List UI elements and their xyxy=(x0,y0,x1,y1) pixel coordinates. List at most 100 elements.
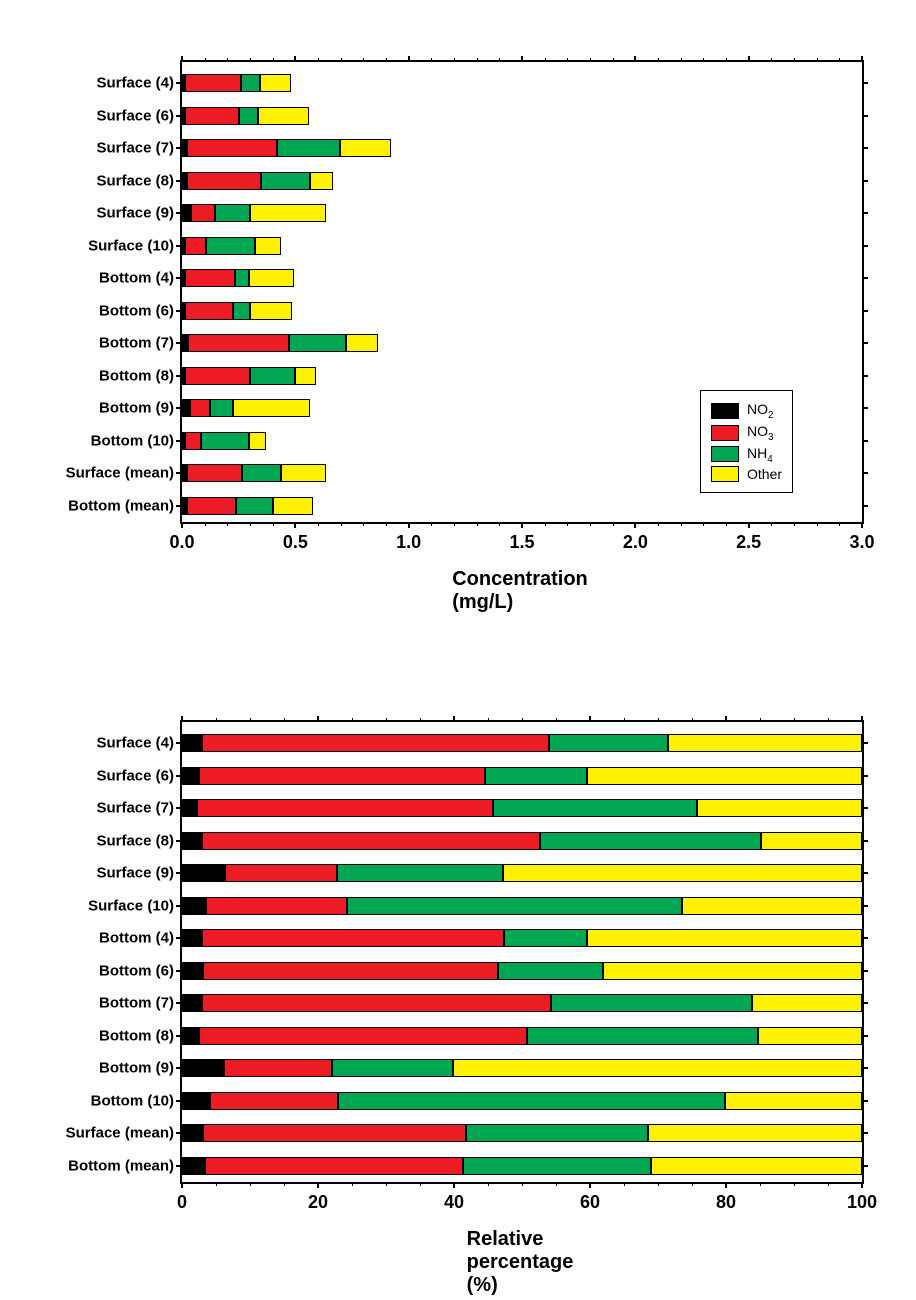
x-minor-tick xyxy=(273,58,274,62)
bar-segment-other xyxy=(761,832,862,850)
bar-segment-no3 xyxy=(190,399,210,417)
bar-segment-no3 xyxy=(191,204,215,222)
bar-segment-no2 xyxy=(182,864,225,882)
bar-segment-nh4 xyxy=(289,334,347,352)
bar-segment-nh4 xyxy=(504,929,586,947)
bar-segment-no2 xyxy=(182,204,191,222)
bar-segment-no3 xyxy=(185,107,238,125)
bar-segment-nh4 xyxy=(261,172,310,190)
bar-segment-no3 xyxy=(199,767,485,785)
x-minor-tick xyxy=(488,1182,489,1186)
x-minor-tick xyxy=(567,58,568,62)
x-minor-tick xyxy=(590,522,591,526)
y-tick xyxy=(862,342,868,344)
bar-segment-nh4 xyxy=(463,1157,651,1175)
x-minor-tick xyxy=(477,58,478,62)
x-minor-tick xyxy=(273,522,274,526)
x-minor-tick xyxy=(477,522,478,526)
bar-segment-no3 xyxy=(199,1027,527,1045)
x-minor-tick xyxy=(431,58,432,62)
y-tick xyxy=(862,905,868,907)
bar-segment-nh4 xyxy=(201,432,249,450)
x-tick xyxy=(725,1182,727,1188)
x-minor-tick xyxy=(760,1182,761,1186)
bar-segment-other xyxy=(340,139,391,157)
bar-segment-other xyxy=(697,799,862,817)
x-minor-tick xyxy=(386,522,387,526)
x-minor-tick xyxy=(250,58,251,62)
bar-segment-no3 xyxy=(205,1157,463,1175)
category-label: Bottom (9) xyxy=(99,1060,174,1077)
bar-segment-nh4 xyxy=(337,864,503,882)
x-minor-tick xyxy=(363,58,364,62)
bar-segment-other xyxy=(260,74,291,92)
bar-segment-no3 xyxy=(185,432,201,450)
bar-segment-no3 xyxy=(185,237,205,255)
y-tick xyxy=(862,375,868,377)
y-tick xyxy=(862,407,868,409)
x-minor-tick xyxy=(613,58,614,62)
bar-segment-no2 xyxy=(182,994,202,1012)
x-minor-tick xyxy=(567,522,568,526)
y-tick xyxy=(862,115,868,117)
bar-segment-no2 xyxy=(182,399,190,417)
category-label: Surface (mean) xyxy=(66,465,174,482)
bar-segment-nh4 xyxy=(332,1059,452,1077)
x-tick xyxy=(181,716,183,722)
bar-segment-nh4 xyxy=(549,734,668,752)
x-minor-tick xyxy=(726,522,727,526)
y-tick xyxy=(862,310,868,312)
category-label: Surface (8) xyxy=(96,172,174,189)
bar-segment-nh4 xyxy=(233,302,250,320)
legend-label: Other xyxy=(747,466,782,482)
bar-segment-other xyxy=(587,929,862,947)
bar-segment-no2 xyxy=(182,1157,205,1175)
x-tick xyxy=(453,1182,455,1188)
bar-segment-other xyxy=(648,1124,862,1142)
x-minor-tick xyxy=(590,58,591,62)
x-minor-tick xyxy=(205,522,206,526)
bar-segment-other xyxy=(250,204,326,222)
x-minor-tick xyxy=(420,718,421,722)
x-minor-tick xyxy=(386,58,387,62)
x-tick xyxy=(453,716,455,722)
category-label: Bottom (4) xyxy=(99,270,174,287)
legend-label: NO2 xyxy=(747,401,773,421)
y-tick xyxy=(862,742,868,744)
x-tick-label: 1.5 xyxy=(509,532,534,553)
y-tick xyxy=(862,1132,868,1134)
x-tick-label: 60 xyxy=(580,1192,600,1213)
x-tick xyxy=(861,56,863,62)
x-minor-tick xyxy=(545,522,546,526)
x-tick xyxy=(408,56,410,62)
bar-segment-nh4 xyxy=(239,107,258,125)
category-label: Surface (10) xyxy=(88,237,174,254)
x-minor-tick xyxy=(522,718,523,722)
bar-segment-nh4 xyxy=(215,204,250,222)
bar-segment-other xyxy=(281,464,326,482)
bar-segment-no2 xyxy=(182,734,202,752)
y-tick xyxy=(862,1035,868,1037)
bar-segment-nh4 xyxy=(277,139,339,157)
x-minor-tick xyxy=(420,1182,421,1186)
bar-segment-other xyxy=(233,399,310,417)
x-minor-tick xyxy=(216,1182,217,1186)
x-minor-tick xyxy=(817,522,818,526)
category-label: Bottom (mean) xyxy=(68,1157,174,1174)
bar-segment-no3 xyxy=(203,1124,465,1142)
bar-segment-other xyxy=(651,1157,862,1175)
x-tick xyxy=(861,522,863,528)
x-tick-label: 0.0 xyxy=(169,532,194,553)
x-minor-tick xyxy=(454,58,455,62)
bar-segment-no3 xyxy=(188,334,289,352)
bar-segment-other xyxy=(587,767,862,785)
bar-segment-no3 xyxy=(206,897,347,915)
bar-segment-other xyxy=(249,269,294,287)
bar-segment-no2 xyxy=(182,897,206,915)
category-label: Bottom (8) xyxy=(99,367,174,384)
category-label: Surface (10) xyxy=(88,897,174,914)
bar-segment-other xyxy=(503,864,862,882)
x-minor-tick xyxy=(556,718,557,722)
legend-item-no2: NO2 xyxy=(711,401,782,421)
x-minor-tick xyxy=(624,1182,625,1186)
